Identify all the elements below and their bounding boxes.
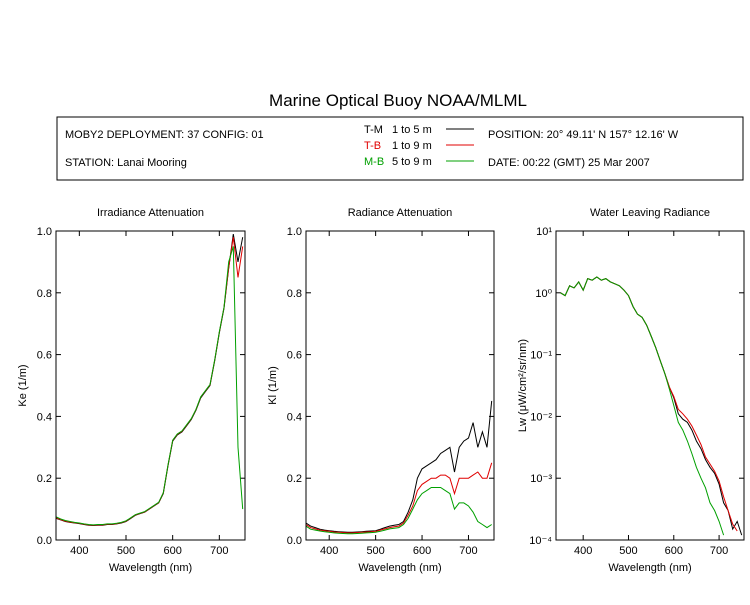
y-axis-label: Kl (1/m) — [267, 366, 279, 405]
y-tick-label: 10¹ — [536, 226, 552, 238]
series-line — [560, 276, 743, 536]
position: POSITION: 20° 49.11' N 157° 12.16' W — [488, 129, 679, 141]
x-tick-label: 500 — [619, 545, 637, 557]
y-axis-label: Lw (μW/cm²/sr/nm) — [517, 339, 529, 432]
panel-title: Irradiance Attenuation — [97, 207, 204, 219]
y-tick-label: 0.8 — [287, 288, 302, 300]
y-tick-label: 10⁻³ — [530, 473, 552, 485]
legend-range: 1 to 5 m — [392, 124, 432, 136]
series-line — [56, 246, 244, 526]
deployment: MOBY2 DEPLOYMENT: 37 CONFIG: 01 — [65, 129, 264, 141]
date: DATE: 00:22 (GMT) 25 Mar 2007 — [488, 157, 650, 169]
x-axis-label: Wavelength (nm) — [358, 562, 441, 574]
y-tick-label: 0.4 — [37, 411, 52, 423]
x-axis-label: Wavelength (nm) — [109, 562, 192, 574]
legend-name: T-M — [364, 124, 383, 136]
x-tick-label: 400 — [70, 545, 88, 557]
series-line — [56, 234, 244, 527]
y-tick-label: 10⁻¹ — [530, 350, 552, 362]
legend-name: T-B — [364, 140, 381, 152]
y-tick-label: 0.0 — [287, 535, 302, 547]
station: STATION: Lanai Mooring — [65, 157, 187, 169]
x-tick-label: 400 — [320, 545, 338, 557]
x-tick-label: 400 — [574, 545, 592, 557]
x-tick-label: 600 — [163, 545, 181, 557]
x-tick-label: 500 — [117, 545, 135, 557]
y-tick-label: 0.4 — [287, 411, 302, 423]
y-tick-label: 10⁻⁴ — [529, 535, 552, 547]
axis-box — [555, 230, 745, 541]
y-axis-label: Ke (1/m) — [17, 364, 29, 406]
x-tick-label: 700 — [459, 545, 477, 557]
y-tick-label: 10⁻² — [530, 411, 552, 423]
y-tick-label: 0.2 — [37, 473, 52, 485]
x-tick-label: 600 — [413, 545, 431, 557]
info-box — [56, 116, 744, 181]
legend-range: 1 to 9 m — [392, 140, 432, 152]
x-tick-label: 500 — [366, 545, 384, 557]
panel-title: Radiance Attenuation — [348, 207, 453, 219]
panel: Water Leaving Radiance Wavelength (nm) Lw … — [517, 207, 745, 574]
x-tick-label: 600 — [665, 545, 683, 557]
series-line — [306, 462, 493, 534]
panel: Radiance Attenuation Wavelength (nm) Kl (1… — [267, 207, 495, 574]
panel: Irradiance Attenuation Wavelength (nm) Ke … — [17, 207, 246, 574]
figure-title: Marine Optical Buoy NOAA/MLML — [269, 91, 527, 110]
axis-box — [305, 230, 495, 541]
axis-box — [55, 230, 246, 541]
legend-name: M-B — [364, 156, 384, 168]
y-tick-label: 0.8 — [37, 288, 52, 300]
y-tick-label: 0.2 — [287, 473, 302, 485]
legend-range: 5 to 9 m — [392, 156, 432, 168]
series-line — [306, 487, 492, 535]
y-tick-label: 0.6 — [37, 350, 52, 362]
x-tick-label: 700 — [710, 545, 728, 557]
y-tick-label: 1.0 — [287, 226, 302, 238]
y-tick-label: 1.0 — [37, 226, 52, 238]
series-line — [306, 400, 493, 533]
series-line — [560, 276, 738, 532]
x-axis-label: Wavelength (nm) — [608, 562, 691, 574]
x-tick-label: 700 — [210, 545, 228, 557]
y-tick-label: 0.6 — [287, 350, 302, 362]
series-line — [560, 276, 725, 536]
panel-title: Water Leaving Radiance — [590, 207, 710, 219]
y-tick-label: 10⁰ — [535, 288, 552, 300]
series-line — [56, 237, 244, 526]
y-tick-label: 0.0 — [37, 535, 52, 547]
